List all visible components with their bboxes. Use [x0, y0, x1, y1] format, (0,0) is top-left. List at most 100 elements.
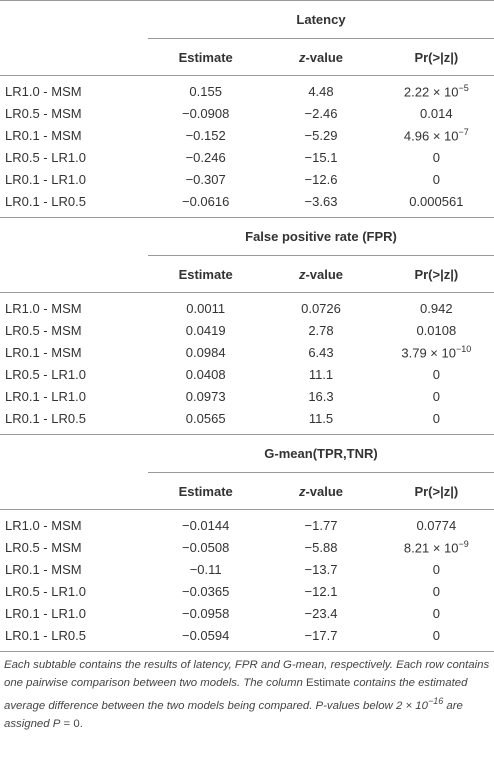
row-label: LR0.1 - LR1.0	[0, 385, 148, 407]
cell-text: LR0.1 - LR0.5	[5, 410, 86, 426]
title-text: False positive rate (FPR)	[245, 229, 397, 244]
cell-text: −0.0144	[181, 517, 230, 533]
cell: 0.014	[379, 102, 494, 124]
cell-text: LR0.5 - LR1.0	[5, 583, 86, 599]
data-row: LR0.1 - LR1.0 −0.0958 −23.4 0	[0, 602, 494, 624]
sci-exp: −5	[458, 82, 469, 93]
column-header: Pr(>|z|)	[378, 472, 494, 510]
row-label: LR0.5 - LR1.0	[0, 146, 148, 168]
cell-text: 0.0011	[186, 300, 226, 316]
data-row: LR1.0 - MSM 0.155 4.48 2.22 × 10−5	[0, 76, 494, 103]
italic-part: z	[298, 483, 306, 499]
cell: 0.0011	[148, 293, 263, 320]
cell: 0.0565	[148, 407, 263, 434]
cell-text: Estimate	[178, 483, 233, 499]
cell-text: LR0.1 - MSM	[5, 561, 82, 577]
text-part: -value	[305, 49, 344, 65]
row-label: LR0.5 - MSM	[0, 319, 148, 341]
data-row: LR0.1 - LR1.0 −0.307 −12.6 0	[0, 168, 494, 190]
cell-text: −0.152	[185, 127, 226, 143]
subtable: False positive rate (FPR) Estimate z-value…	[0, 217, 494, 434]
row-label: LR0.1 - MSM	[0, 341, 148, 363]
cell-text: −0.307	[185, 171, 226, 187]
cell-text: Pr(>|z|)	[414, 266, 459, 282]
subtable: G-mean(TPR,TNR) Estimate z-value Pr(>|z|) LR…	[0, 434, 494, 652]
cell-text: −0.0508	[181, 539, 230, 555]
header-row: Estimate z-value Pr(>|z|)	[0, 255, 494, 293]
cell: −12.6	[263, 168, 378, 190]
cell: 0.000561	[379, 190, 494, 217]
cell-text: −23.4	[304, 605, 338, 621]
text-part: -value	[305, 483, 344, 499]
cell: −0.11	[148, 558, 263, 580]
column-header: z-value	[263, 255, 379, 293]
cell-text: 0.0419	[185, 322, 226, 338]
cell: 0	[379, 624, 494, 652]
blank	[0, 435, 148, 473]
cell-text: 0	[432, 583, 440, 599]
cell-text: 0	[432, 388, 440, 404]
header-row: Estimate z-value Pr(>|z|)	[0, 472, 494, 510]
cell: −3.63	[263, 190, 378, 217]
column-header: Pr(>|z|)	[378, 255, 494, 293]
cell-text: −12.6	[304, 171, 338, 187]
cell: 2.78	[263, 319, 378, 341]
cell-text: 0	[432, 149, 440, 165]
cell: 3.79 × 10−10	[379, 341, 494, 363]
cell-text: LR0.5 - MSM	[5, 322, 82, 338]
cell: −0.0508	[148, 536, 263, 558]
cell: −17.7	[263, 624, 378, 652]
column-header: Pr(>|z|)	[378, 38, 494, 76]
cell: −5.29	[263, 124, 378, 146]
cell: −5.88	[263, 536, 378, 558]
cell-text: LR0.5 - MSM	[5, 105, 82, 121]
data-row: LR0.5 - LR1.0 −0.0365 −12.1 0	[0, 580, 494, 602]
data-row: LR0.5 - MSM −0.0508 −5.88 8.21 × 10−9	[0, 536, 494, 558]
cell-text: 6.43	[308, 344, 334, 360]
row-label: LR0.1 - LR0.5	[0, 407, 148, 434]
data-row: LR0.1 - MSM −0.11 −13.7 0	[0, 558, 494, 580]
cell-text: −15.1	[304, 149, 338, 165]
row-label: LR0.5 - MSM	[0, 102, 148, 124]
cell-text: 0.0108	[416, 322, 457, 338]
cell-text: LR0.5 - LR1.0	[5, 366, 86, 382]
data-row: LR1.0 - MSM −0.0144 −1.77 0.0774	[0, 510, 494, 537]
cell: 0.0726	[263, 293, 378, 320]
sci-exp: −10	[455, 343, 472, 354]
cell: −1.77	[263, 510, 378, 537]
subtable-title: Latency	[148, 0, 494, 39]
cell-text: LR0.5 - MSM	[5, 539, 82, 555]
data-row: LR0.1 - LR0.5 0.0565 11.5 0	[0, 407, 494, 434]
sci-base: 2.22 × 10	[403, 84, 459, 100]
blank	[0, 472, 148, 510]
cell-text: 0.942	[420, 300, 453, 316]
cell: −12.1	[263, 580, 378, 602]
cell: 16.3	[263, 385, 378, 407]
cell: 0.0984	[148, 341, 263, 363]
cell-text: −2.46	[304, 105, 338, 121]
cell-text: −13.7	[304, 561, 338, 577]
cell-text: 0	[432, 561, 440, 577]
blank	[0, 255, 148, 293]
cell-text: 0	[432, 171, 440, 187]
italic-part: z	[298, 266, 306, 282]
cell-text: 11.5	[308, 410, 334, 426]
row-label: LR0.5 - LR1.0	[0, 580, 148, 602]
cell-text: 0.0973	[185, 388, 226, 404]
cell-text: 0	[432, 605, 440, 621]
cell: −2.46	[263, 102, 378, 124]
data-row: LR0.1 - LR1.0 0.0973 16.3 0	[0, 385, 494, 407]
cell: −0.307	[148, 168, 263, 190]
cell: −0.0616	[148, 190, 263, 217]
cell-text: 2.78	[308, 322, 334, 338]
sci-base: 3.79 × 10	[401, 345, 456, 361]
cell-text: 11.1	[308, 366, 334, 382]
cell: −0.0365	[148, 580, 263, 602]
row-label: LR1.0 - MSM	[0, 76, 148, 103]
cell-text: 0	[432, 366, 440, 382]
sci-exp: −9	[458, 538, 469, 549]
cell: −23.4	[263, 602, 378, 624]
cell: 6.43	[263, 341, 378, 363]
cell-text: −0.0908	[181, 105, 230, 121]
cell-text: −1.77	[304, 517, 338, 533]
